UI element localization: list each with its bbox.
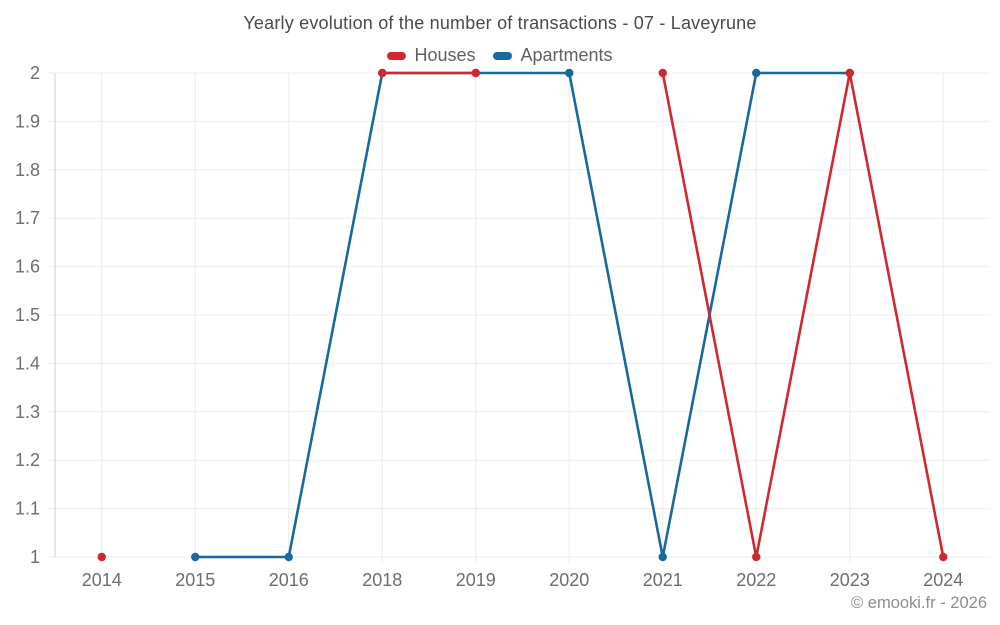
legend-item-houses[interactable]: Houses — [387, 45, 475, 66]
data-point-houses-2023 — [845, 68, 854, 78]
x-tick-label: 2021 — [643, 570, 683, 590]
legend-swatch-apartments — [493, 51, 513, 60]
x-tick-label: 2022 — [736, 570, 776, 590]
y-tick-label: 2 — [30, 63, 40, 83]
x-tick-label: 2018 — [362, 570, 402, 590]
x-tick-label: 2024 — [923, 570, 963, 590]
y-tick-label: 1.7 — [15, 208, 40, 228]
y-tick-label: 1.6 — [15, 257, 40, 277]
y-tick-label: 1.4 — [15, 353, 40, 373]
data-point-houses-2019 — [471, 68, 480, 78]
legend-item-apartments[interactable]: Apartments — [493, 45, 613, 66]
y-tick-label: 1.8 — [15, 160, 40, 180]
x-tick-label: 2014 — [82, 570, 122, 590]
y-tick-label: 1 — [30, 547, 40, 567]
data-point-apartments-2021 — [658, 552, 667, 562]
data-point-houses-2022 — [752, 552, 761, 562]
data-point-apartments-2020 — [565, 68, 574, 78]
y-tick-label: 1.9 — [15, 111, 40, 131]
series-line-houses — [661, 71, 945, 559]
series-line-apartments — [193, 71, 852, 559]
legend-label-apartments: Apartments — [520, 45, 613, 65]
data-point-houses-2021 — [658, 68, 667, 78]
data-point-houses-2024 — [939, 552, 948, 562]
x-tick-label: 2023 — [830, 570, 870, 590]
data-point-houses-2014 — [97, 552, 106, 562]
data-point-apartments-2022 — [752, 68, 761, 78]
y-tick-label: 1.5 — [15, 305, 40, 325]
x-tick-label: 2020 — [549, 570, 589, 590]
chart-title: Yearly evolution of the number of transa… — [243, 13, 757, 33]
watermark: © emooki.fr - 2026 — [851, 594, 987, 612]
data-point-apartments-2016 — [284, 552, 293, 562]
x-tick-label: 2016 — [269, 570, 309, 590]
y-tick-label: 1.1 — [15, 499, 40, 519]
legend-swatch-houses — [387, 51, 407, 60]
data-point-houses-2018 — [378, 68, 387, 78]
legend-label-houses: Houses — [414, 45, 476, 65]
x-tick-label: 2019 — [456, 570, 496, 590]
x-tick-label: 2015 — [175, 570, 215, 590]
data-point-apartments-2015 — [191, 552, 200, 562]
y-tick-label: 1.3 — [15, 402, 40, 422]
y-tick-label: 1.2 — [15, 450, 40, 470]
chart-legend: Houses Apartments — [0, 45, 1000, 66]
